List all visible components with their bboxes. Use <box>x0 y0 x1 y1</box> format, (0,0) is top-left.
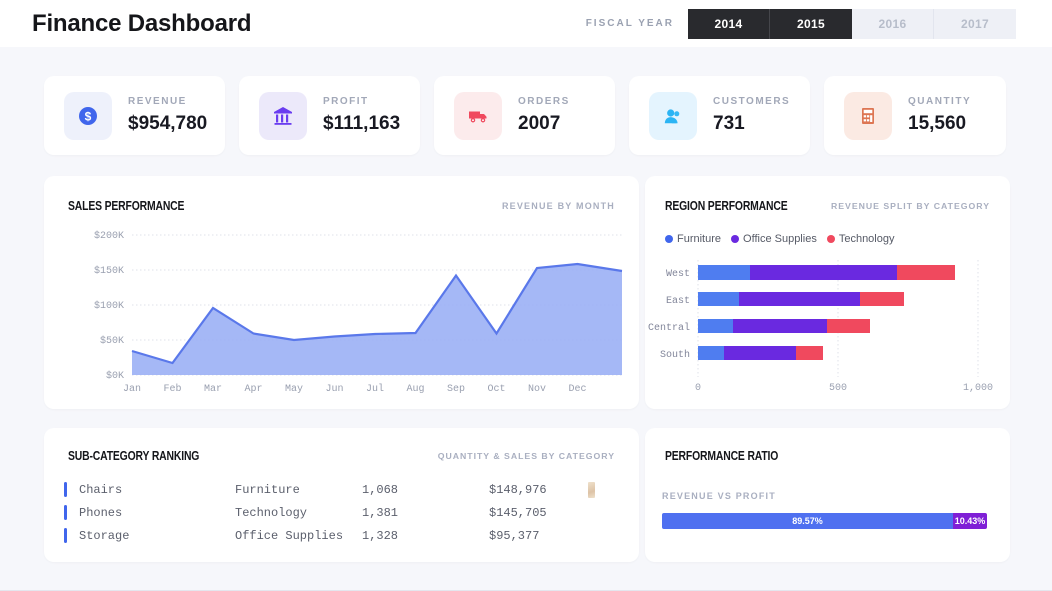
svg-text:$150K: $150K <box>94 265 124 277</box>
svg-text:Apr: Apr <box>244 384 262 395</box>
svg-text:$100K: $100K <box>94 300 124 312</box>
svg-text:$0K: $0K <box>106 370 124 382</box>
svg-text:Jul: Jul <box>366 383 384 395</box>
svg-text:Central: Central <box>648 322 690 334</box>
svg-text:Jan: Jan <box>123 384 141 395</box>
svg-text:Feb: Feb <box>163 383 181 395</box>
svg-text:$: $ <box>85 109 92 123</box>
svg-text:West: West <box>666 269 690 280</box>
svg-text:$50K: $50K <box>100 335 124 347</box>
svg-text:May: May <box>285 384 303 395</box>
svg-text:Dec: Dec <box>568 384 586 395</box>
svg-text:1,000: 1,000 <box>963 383 993 394</box>
svg-text:$200K: $200K <box>94 230 124 242</box>
svg-text:Jun: Jun <box>325 384 343 395</box>
svg-text:South: South <box>660 349 690 361</box>
svg-text:Oct: Oct <box>487 384 505 395</box>
svg-text:Aug: Aug <box>406 384 424 395</box>
svg-text:Nov: Nov <box>528 384 546 395</box>
svg-text:East: East <box>666 296 690 307</box>
svg-text:500: 500 <box>829 383 847 394</box>
svg-text:Sep: Sep <box>447 384 465 395</box>
svg-text:Mar: Mar <box>204 384 222 395</box>
svg-text:0: 0 <box>695 383 701 394</box>
